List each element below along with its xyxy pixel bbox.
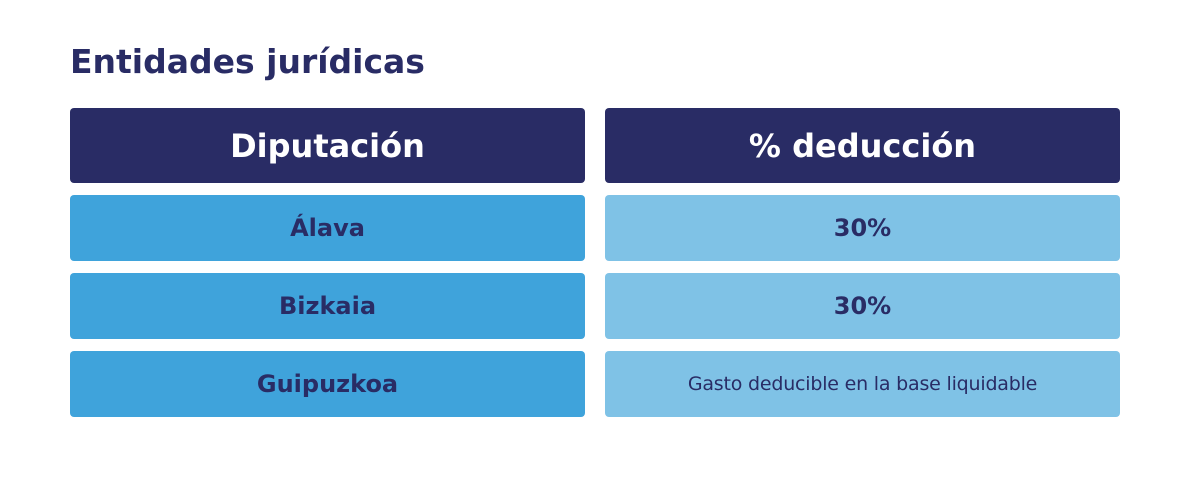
cell-deduccion: 30% xyxy=(605,195,1120,261)
cell-diputacion: Guipuzkoa xyxy=(70,351,585,417)
table-row: Bizkaia 30% xyxy=(70,273,1121,339)
deduction-table: Diputación % deducción Álava 30% Bizkaia… xyxy=(70,108,1121,417)
cell-diputacion: Álava xyxy=(70,195,585,261)
table-row: Guipuzkoa Gasto deducible en la base liq… xyxy=(70,351,1121,417)
page-title: Entidades jurídicas xyxy=(70,42,425,81)
cell-diputacion: Bizkaia xyxy=(70,273,585,339)
header-cell-deduccion: % deducción xyxy=(605,108,1120,183)
table-header-row: Diputación % deducción xyxy=(70,108,1121,183)
header-cell-diputacion: Diputación xyxy=(70,108,585,183)
cell-deduccion: 30% xyxy=(605,273,1120,339)
table-row: Álava 30% xyxy=(70,195,1121,261)
cell-deduccion: Gasto deducible en la base liquidable xyxy=(605,351,1120,417)
